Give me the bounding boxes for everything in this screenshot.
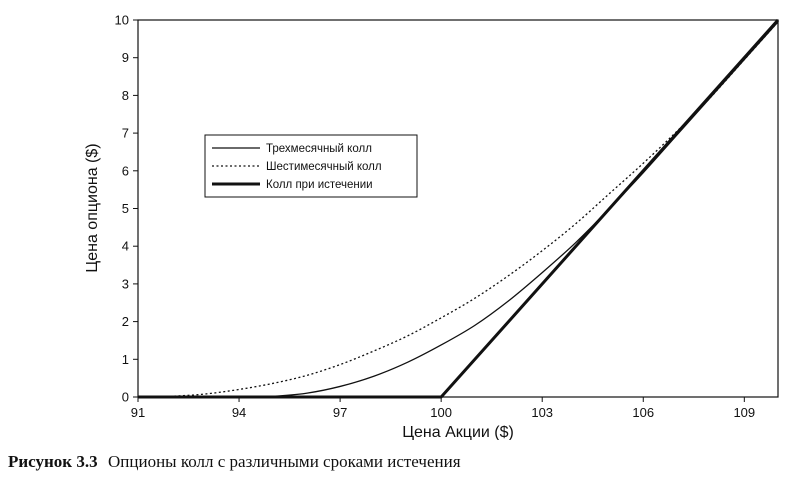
y-tick-label: 7 — [122, 126, 129, 141]
chart: 0 1 2 3 4 5 6 7 8 9 10 91 94 97 100 103 106 109 Цена Акц… — [84, 13, 780, 440]
x-tick-label: 106 — [632, 405, 654, 420]
figure-number: Рисунок 3.3 — [8, 452, 98, 471]
figure-caption: Рисунок 3.3 Опционы колл с различными сро… — [8, 452, 461, 472]
x-tick-label: 109 — [733, 405, 755, 420]
legend: Трехмесячный колл Шестимесячный колл Кол… — [204, 134, 418, 198]
x-axis-title: Цена Акции ($) — [402, 424, 514, 440]
x-tick-label: 91 — [131, 405, 145, 420]
y-tick-label: 1 — [122, 352, 129, 367]
figure-caption-text: Опционы колл с различными сроками истече… — [108, 452, 461, 471]
y-tick-label: 2 — [122, 314, 129, 329]
expiry-call-line — [138, 19, 780, 399]
y-tick-label: 5 — [122, 201, 129, 216]
y-tick-label: 9 — [122, 50, 129, 65]
y-tick-label: 0 — [122, 390, 129, 405]
x-tick-label: 103 — [531, 405, 553, 420]
legend-label-expiry: Колл при истечении — [266, 179, 373, 191]
three-month-call-line — [138, 21, 779, 398]
y-tick-label: 8 — [122, 88, 129, 103]
y-tick-label: 3 — [122, 276, 129, 291]
y-axis-ticks: 0 1 2 3 4 5 6 7 8 9 10 — [115, 13, 138, 405]
x-tick-label: 97 — [333, 405, 347, 420]
series-layer — [137, 19, 780, 399]
six-month-call-line — [137, 21, 779, 398]
plot-frame — [137, 19, 779, 398]
x-axis-ticks: 91 94 97 100 103 106 109 — [131, 397, 755, 420]
y-tick-label: 10 — [115, 13, 129, 28]
y-axis-title: Цена опциона ($) — [84, 143, 101, 272]
x-tick-label: 100 — [430, 405, 452, 420]
legend-label-three-month: Трехмесячный колл — [266, 143, 372, 155]
y-tick-label: 6 — [122, 163, 129, 178]
legend-box — [204, 134, 418, 198]
legend-label-six-month: Шестимесячный колл — [266, 161, 382, 173]
y-tick-label: 4 — [122, 239, 129, 254]
x-tick-label: 94 — [232, 405, 246, 420]
